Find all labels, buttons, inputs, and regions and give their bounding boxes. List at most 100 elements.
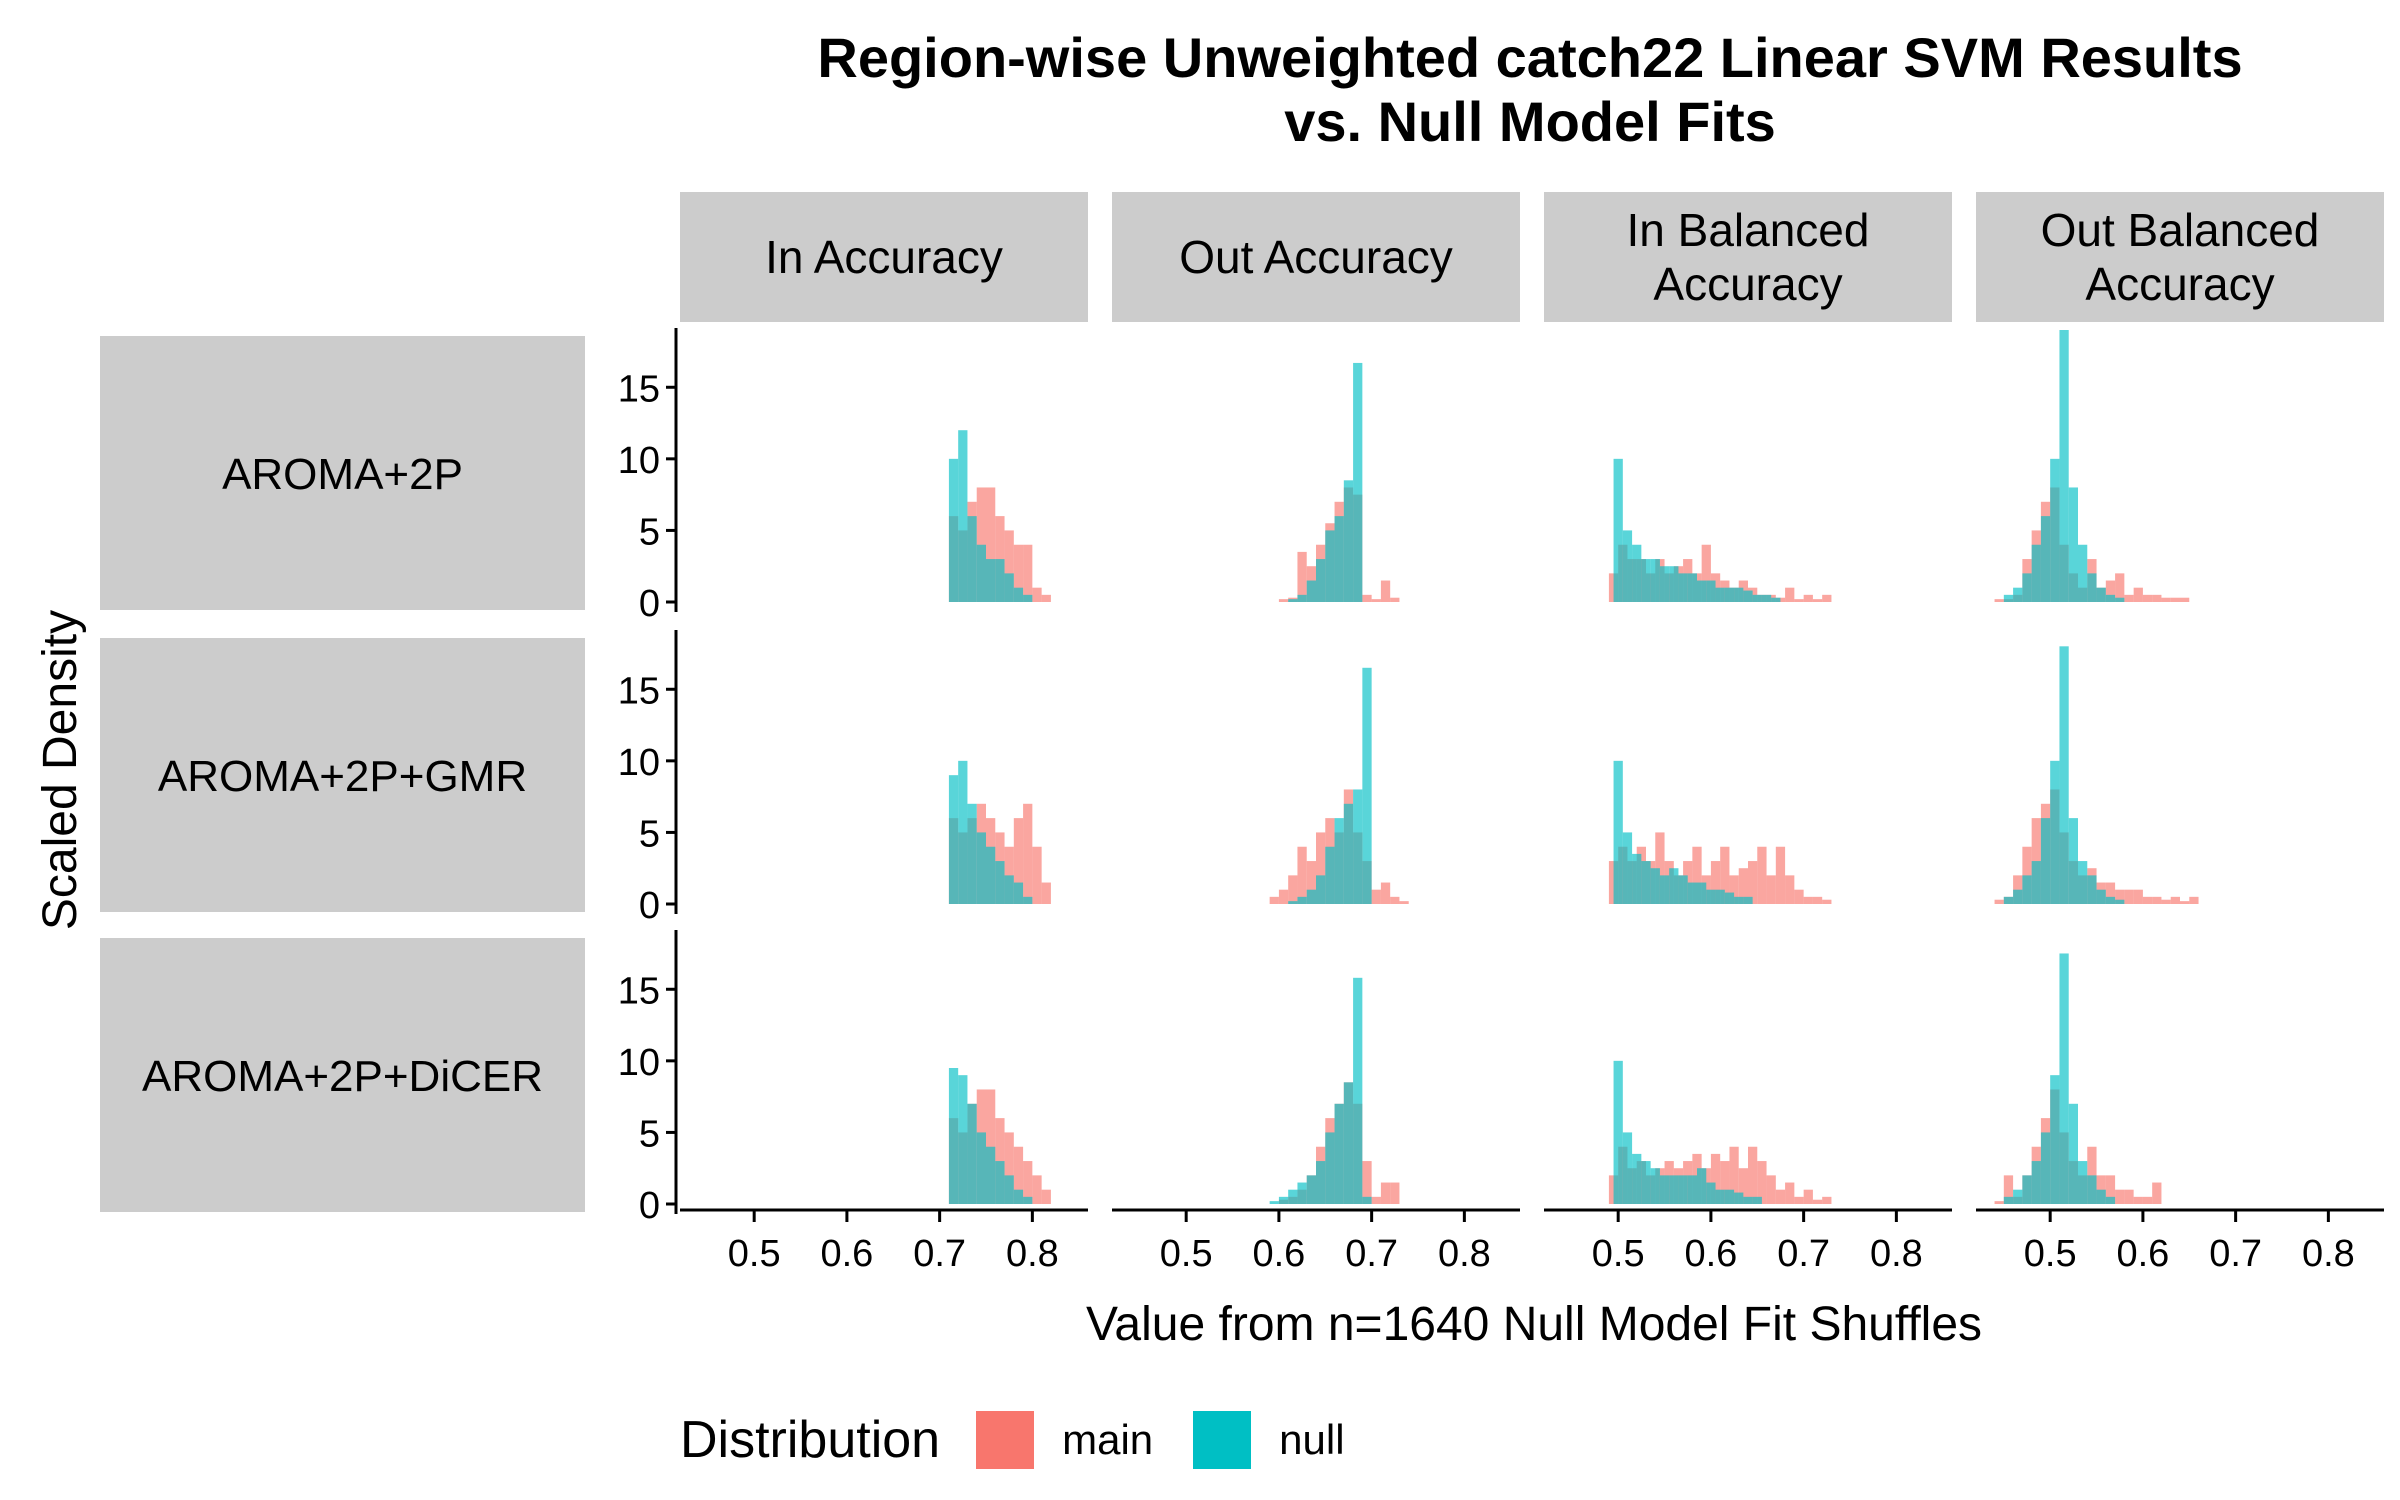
histogram-bar-null xyxy=(1353,977,1363,1204)
facet-strip-col-label: In Accuracy xyxy=(765,231,1003,283)
x-tick-label: 0.8 xyxy=(2302,1233,2355,1275)
histogram-bar-main xyxy=(2105,1175,2116,1204)
histogram-bar-main xyxy=(1766,1175,1776,1204)
histogram-bar-null xyxy=(1724,892,1735,904)
histogram-bar-null xyxy=(2115,597,2125,602)
histogram-bar-main xyxy=(1380,882,1391,904)
histogram-bar-main xyxy=(2161,597,2171,602)
histogram-bar-main xyxy=(1390,896,1400,904)
histogram-bar-main xyxy=(2180,597,2190,602)
histogram-bar-main xyxy=(1692,846,1702,904)
histogram-bar-main xyxy=(1720,1161,1730,1204)
histogram-bar-null xyxy=(995,1161,1005,1204)
histogram-bar-null xyxy=(2105,1196,2116,1204)
histogram-bar-main xyxy=(1399,901,1409,904)
histogram-bar-null xyxy=(1659,1175,1670,1204)
histogram-bar-null xyxy=(995,559,1005,602)
histogram-bar-null xyxy=(958,430,968,602)
histogram-bar-main xyxy=(1608,1175,1619,1204)
chart-title-line-1: Region-wise Unweighted catch22 Linear SV… xyxy=(817,26,2243,89)
y-tick-label: 5 xyxy=(639,511,660,553)
x-tick-label: 0.8 xyxy=(1006,1233,1059,1275)
histogram-bar-main xyxy=(2124,594,2134,602)
histogram-bar-main xyxy=(1748,587,1758,602)
histogram-bar-main xyxy=(2115,889,2125,904)
histogram-bar-main xyxy=(1710,861,1721,904)
histogram-bar-main xyxy=(2152,896,2162,904)
histogram-bar-main xyxy=(1288,875,1298,904)
histogram-bar-null xyxy=(1325,530,1335,602)
histogram-bar-main xyxy=(1013,544,1024,602)
histogram-bar-null xyxy=(1622,530,1633,602)
histogram-bar-null xyxy=(1632,1153,1642,1204)
x-tick-label: 0.6 xyxy=(1684,1233,1737,1275)
histogram-bar-main xyxy=(1041,594,1051,602)
histogram-bar-null xyxy=(1724,1189,1735,1204)
histogram-bar-main xyxy=(1023,1161,1033,1204)
histogram-bar-null xyxy=(958,1075,968,1204)
histogram-bar-null xyxy=(1325,1132,1335,1204)
histogram-bar-main xyxy=(1757,1161,1767,1204)
panel-r1-c1 xyxy=(948,430,1051,602)
histogram-bar-main xyxy=(986,1089,996,1204)
histogram-bar-null xyxy=(2068,818,2078,904)
histogram-bar-null xyxy=(2040,1132,2051,1204)
histogram-bar-main xyxy=(1710,573,1721,602)
histogram-bar-main xyxy=(1380,1182,1391,1204)
histogram-bar-null xyxy=(1697,1168,1707,1204)
histogram-bar-null xyxy=(1678,875,1688,904)
histogram-bar-main xyxy=(1032,1175,1042,1204)
histogram-bar-null xyxy=(1632,853,1642,904)
legend-swatch-null xyxy=(1193,1411,1252,1469)
histogram-bar-main xyxy=(1766,875,1776,904)
histogram-bar-null xyxy=(1641,861,1651,904)
histogram-bar-main xyxy=(2133,889,2143,904)
histogram-bar-main xyxy=(1032,846,1042,904)
histogram-bar-null xyxy=(948,458,959,602)
y-tick-label: 0 xyxy=(639,885,660,927)
x-tick-label: 0.5 xyxy=(1592,1233,1645,1275)
histogram-bar-main xyxy=(1013,1146,1024,1204)
histogram-bar-null xyxy=(986,559,996,602)
facet-strip-col-label: Out Balanced xyxy=(2041,204,2320,256)
facet-strip-row-label: AROMA+2P+DiCER xyxy=(142,1052,543,1101)
histogram-bar-main xyxy=(1316,832,1326,904)
facet-strip-col-label: Out Accuracy xyxy=(1179,231,1453,283)
legend: Distribution main null xyxy=(680,1404,1385,1476)
histogram-bar-main xyxy=(1775,846,1786,904)
histogram-bar-main xyxy=(1822,1196,1832,1204)
panel-r3-c3 xyxy=(1608,1060,1832,1204)
histogram-bar-null xyxy=(1678,1175,1688,1204)
histogram-bar-main xyxy=(2115,1189,2125,1204)
histogram-bar-null xyxy=(2003,896,2014,904)
histogram-bar-null xyxy=(1622,832,1633,904)
histogram-bar-null xyxy=(2078,544,2088,602)
histogram-bar-null xyxy=(1288,1189,1298,1204)
histogram-bar-null xyxy=(1687,882,1697,904)
histogram-bar-main xyxy=(1646,861,1656,904)
histogram-bar-null xyxy=(1362,1196,1372,1204)
histogram-bar-null xyxy=(1761,594,1772,602)
histogram-bar-main xyxy=(1041,1189,1051,1204)
histogram-bar-null xyxy=(1013,587,1024,602)
histogram-bar-null xyxy=(1632,544,1642,602)
histogram-bar-main xyxy=(1803,1189,1813,1204)
facet-strip-col-3 xyxy=(1544,192,1952,322)
histogram-bar-null xyxy=(1325,846,1335,904)
histogram-bar-null xyxy=(2096,889,2106,904)
histogram-bar-null xyxy=(1687,573,1697,602)
histogram-bar-null xyxy=(1669,566,1679,602)
x-tick-label: 0.5 xyxy=(1160,1233,1213,1275)
histogram-bar-null xyxy=(1650,559,1660,602)
histogram-bar-null xyxy=(976,544,986,602)
histogram-bar-main xyxy=(1362,594,1372,602)
histogram-bar-main xyxy=(1362,1161,1372,1204)
y-tick-label: 15 xyxy=(618,970,660,1012)
histogram-bar-null xyxy=(1743,590,1753,602)
panel-r1-c2 xyxy=(1278,362,1400,602)
histogram-bar-main xyxy=(1803,594,1813,602)
facet-strip-row-label: AROMA+2P+GMR xyxy=(158,752,527,801)
histogram-bar-null xyxy=(2087,573,2097,602)
histogram-bar-main xyxy=(1729,875,1739,904)
histogram-bar-main xyxy=(1794,599,1804,602)
